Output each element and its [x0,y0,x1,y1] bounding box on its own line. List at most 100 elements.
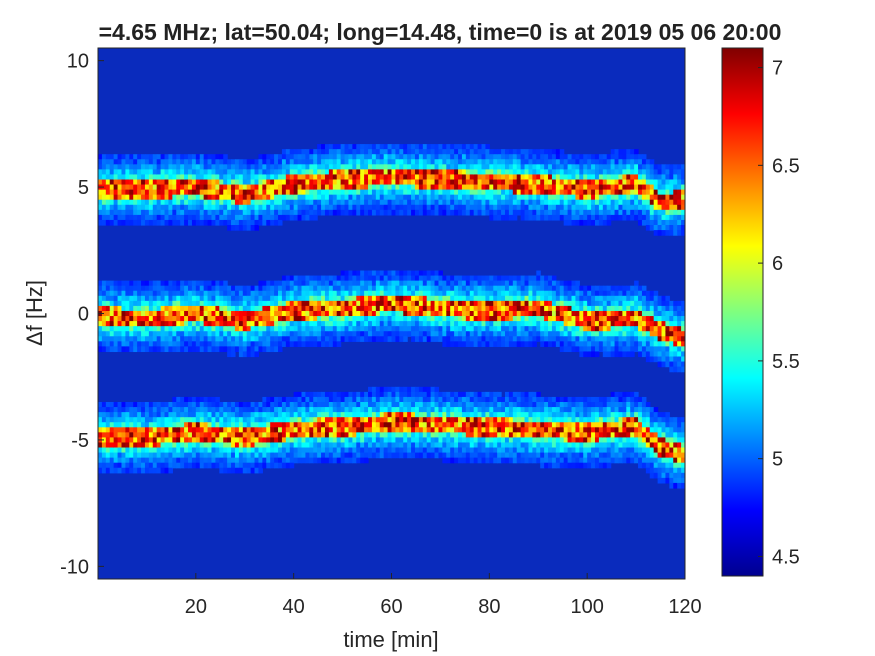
heatmap-cell [285,174,291,181]
heatmap-cell [540,159,545,165]
heatmap-cell [270,432,275,438]
heatmap-cell [555,341,561,347]
heatmap-cell [548,189,553,196]
heatmap-cell [148,285,154,292]
heatmap-cell [454,452,459,459]
heatmap-cell [442,204,447,211]
heatmap-cell [426,386,432,393]
heatmap-cell [442,174,447,181]
heatmap-cell [297,326,303,332]
heatmap-cell [101,285,107,292]
heatmap-cell [156,447,162,454]
heatmap-cell [133,462,138,469]
heatmap-cell [148,194,154,201]
heatmap-cell [141,209,146,216]
heatmap-cell [270,290,275,297]
heatmap-cell [324,290,330,297]
heatmap-cell [289,189,295,196]
heatmap-cell [450,184,455,191]
heatmap-cell [156,300,162,307]
heatmap-cell [172,316,177,322]
heatmap-cell [113,467,119,474]
heatmap-cell [188,209,193,216]
heatmap-cell [383,331,389,337]
heatmap-cell [414,209,420,216]
heatmap-cell [211,184,216,191]
heatmap-cell [207,412,213,418]
heatmap-cell [324,305,330,312]
heatmap-cell [454,144,459,150]
heatmap-cell [430,331,436,337]
heatmap-cell [391,452,397,459]
heatmap-cell [481,457,487,464]
heatmap-cell [473,341,479,347]
heatmap-cell [469,427,475,433]
heatmap-cell [203,427,209,433]
heatmap-cell [234,321,240,327]
heatmap-cell [98,214,103,221]
heatmap-cell [137,164,142,170]
heatmap-cell [403,427,408,433]
heatmap-cell [172,164,177,170]
heatmap-cell [536,326,541,332]
heatmap-cell [254,346,260,353]
heatmap-cell [324,321,330,327]
heatmap-cell [485,154,490,160]
heatmap-cell [184,290,189,297]
heatmap-cell [532,275,537,282]
heatmap-cell [458,417,463,423]
heatmap-cell [512,204,518,211]
heatmap-cell [477,427,483,433]
heatmap-cell [168,427,173,433]
heatmap-cell [211,204,216,211]
heatmap-cell [285,341,291,347]
heatmap-cell [191,169,197,176]
heatmap-cell [442,154,447,160]
heatmap-cell [156,341,162,347]
heatmap-cell [242,336,248,342]
heatmap-cell [387,402,393,408]
heatmap-cell [497,209,502,216]
heatmap-cell [324,300,330,307]
heatmap-cell [223,305,228,312]
heatmap-cell [176,204,181,211]
heatmap-cell [113,169,119,176]
heatmap-cell [180,452,185,459]
heatmap-cell [180,462,185,469]
heatmap-cell [168,437,173,444]
heatmap-cell [156,321,162,327]
heatmap-cell [113,285,119,292]
heatmap-cell [148,422,154,428]
heatmap-cell [278,305,283,312]
heatmap-cell [254,467,260,474]
heatmap-cell [188,341,193,347]
heatmap-cell [152,179,158,186]
heatmap-cell [411,300,416,307]
heatmap-cell [105,346,111,353]
heatmap-cell [395,194,400,201]
heatmap-cell [191,310,197,317]
heatmap-cell [285,427,291,433]
heatmap-cell [434,316,440,322]
heatmap-cell [246,417,252,423]
heatmap-cell [548,407,553,413]
heatmap-cell [489,412,494,418]
heatmap-cell [144,290,150,297]
heatmap-cell [211,417,216,423]
heatmap-cell [285,214,291,221]
heatmap-cell [113,321,119,327]
heatmap-cell [461,442,467,449]
heatmap-cell [274,321,279,327]
heatmap-cell [164,452,170,459]
heatmap-cell [281,402,287,408]
heatmap-cell [313,391,318,398]
heatmap-cell [305,184,310,191]
heatmap-cell [446,407,451,413]
heatmap-cell [98,412,103,418]
heatmap-cell [458,341,463,347]
heatmap-cell [113,300,119,307]
heatmap-cell [516,316,522,322]
heatmap-cell [105,179,111,186]
heatmap-cell [109,467,115,474]
heatmap-cell [379,447,385,454]
